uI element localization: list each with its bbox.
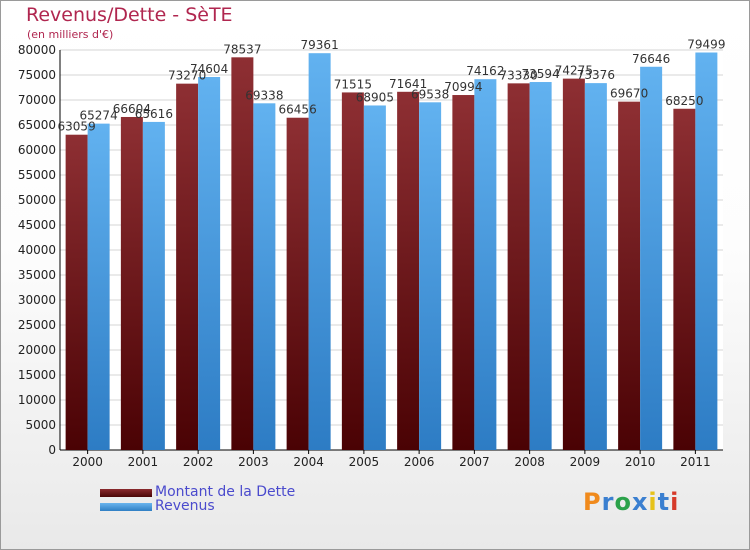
- x-tick-label: 2002: [183, 455, 214, 469]
- data-label-dette: 73270: [168, 69, 206, 83]
- data-label-revenus: 68905: [356, 90, 394, 104]
- data-label-dette: 78537: [223, 42, 261, 56]
- y-tick-label: 35000: [18, 268, 56, 282]
- data-label-revenus: 74604: [190, 62, 228, 76]
- data-label-revenus: 73376: [577, 68, 615, 82]
- bar-revenus: [363, 105, 386, 450]
- logo-letter: i: [648, 488, 658, 516]
- bar-revenus: [419, 102, 442, 450]
- bar-dette: [231, 57, 254, 450]
- bar-revenus: [584, 83, 607, 451]
- data-label-revenus: 69338: [245, 88, 283, 102]
- y-tick-label: 80000: [18, 43, 56, 57]
- y-tick-label: 60000: [18, 143, 56, 157]
- x-tick-label: 2001: [128, 455, 159, 469]
- x-tick-label: 2010: [625, 455, 656, 469]
- x-tick-label: 2005: [349, 455, 380, 469]
- chart-title: Revenus/Dette - SèTE: [26, 4, 233, 26]
- y-tick-label: 10000: [18, 393, 56, 407]
- y-tick-label: 20000: [18, 343, 56, 357]
- y-tick-label: 15000: [18, 368, 56, 382]
- y-tick-label: 70000: [18, 93, 56, 107]
- logo-letter: i: [670, 488, 680, 516]
- bar-dette: [507, 83, 530, 450]
- data-label-dette: 71515: [334, 77, 372, 91]
- y-tick-label: 45000: [18, 218, 56, 232]
- data-label-dette: 66456: [279, 103, 317, 117]
- bar-revenus: [308, 53, 331, 450]
- data-label-dette: 71641: [389, 77, 427, 91]
- logo-letter: o: [614, 488, 632, 516]
- bar-revenus: [640, 66, 663, 451]
- logo-letter: r: [601, 488, 615, 516]
- y-tick-label: 0: [48, 443, 56, 457]
- bar-dette: [286, 117, 309, 450]
- data-label-revenus: 65616: [135, 107, 173, 121]
- x-tick-label: 2003: [238, 455, 269, 469]
- bar-dette: [618, 101, 641, 451]
- y-tick-label: 65000: [18, 118, 56, 132]
- x-tick-label: 2009: [570, 455, 601, 469]
- data-label-revenus: 79499: [687, 38, 725, 52]
- y-tick-label: 40000: [18, 243, 56, 257]
- data-label-dette: 70994: [444, 80, 482, 94]
- data-label-revenus: 65274: [80, 109, 118, 123]
- bar-dette: [673, 108, 696, 450]
- data-label-dette: 73330: [500, 68, 538, 82]
- data-label-dette: 63059: [58, 120, 96, 134]
- x-tick-label: 2006: [404, 455, 435, 469]
- bar-dette: [452, 95, 475, 450]
- data-label-dette: 68250: [665, 94, 703, 108]
- x-tick-label: 2000: [72, 455, 103, 469]
- logo-letter: t: [657, 488, 671, 516]
- data-label-revenus: 74162: [466, 64, 504, 78]
- logo-letter: x: [631, 488, 649, 516]
- bar-dette: [65, 134, 88, 450]
- logo-letter: P: [583, 488, 602, 516]
- y-tick-label: 25000: [18, 318, 56, 332]
- bar-dette: [176, 83, 199, 451]
- data-label-revenus: 73594: [522, 67, 560, 81]
- legend-label-revenus: Revenus: [155, 498, 215, 514]
- legend-label-dette: Montant de la Dette: [155, 484, 296, 500]
- data-label-dette: 66604: [113, 102, 151, 116]
- y-tick-label: 50000: [18, 193, 56, 207]
- y-tick-label: 55000: [18, 168, 56, 182]
- bar-dette: [120, 116, 143, 450]
- bar-dette: [562, 78, 585, 450]
- bar-revenus: [198, 76, 221, 450]
- y-tick-label: 30000: [18, 293, 56, 307]
- x-tick-label: 2008: [514, 455, 545, 469]
- chart-subtitle: (en milliers d'€): [27, 28, 114, 41]
- bar-revenus: [529, 82, 552, 450]
- legend-swatch-revenus: [100, 503, 152, 511]
- bar-dette: [341, 92, 364, 451]
- bar-dette: [397, 91, 420, 451]
- x-tick-label: 2007: [459, 455, 490, 469]
- bar-revenus: [695, 52, 718, 450]
- bar-revenus: [142, 121, 165, 451]
- data-label-dette: 69670: [610, 87, 648, 101]
- data-label-revenus: 76646: [632, 52, 670, 66]
- bar-revenus: [87, 123, 110, 450]
- x-tick-label: 2004: [293, 455, 324, 469]
- x-tick-label: 2011: [680, 455, 711, 469]
- legend-swatch-dette: [100, 489, 152, 497]
- proxiti-logo: Proxiti: [583, 488, 679, 516]
- bar-revenus: [474, 79, 497, 450]
- data-label-revenus: 69538: [411, 87, 449, 101]
- y-tick-label: 5000: [25, 418, 56, 432]
- y-tick-label: 75000: [18, 68, 56, 82]
- data-label-dette: 74275: [555, 64, 593, 78]
- bar-revenus: [253, 103, 276, 450]
- data-label-revenus: 79361: [301, 38, 339, 52]
